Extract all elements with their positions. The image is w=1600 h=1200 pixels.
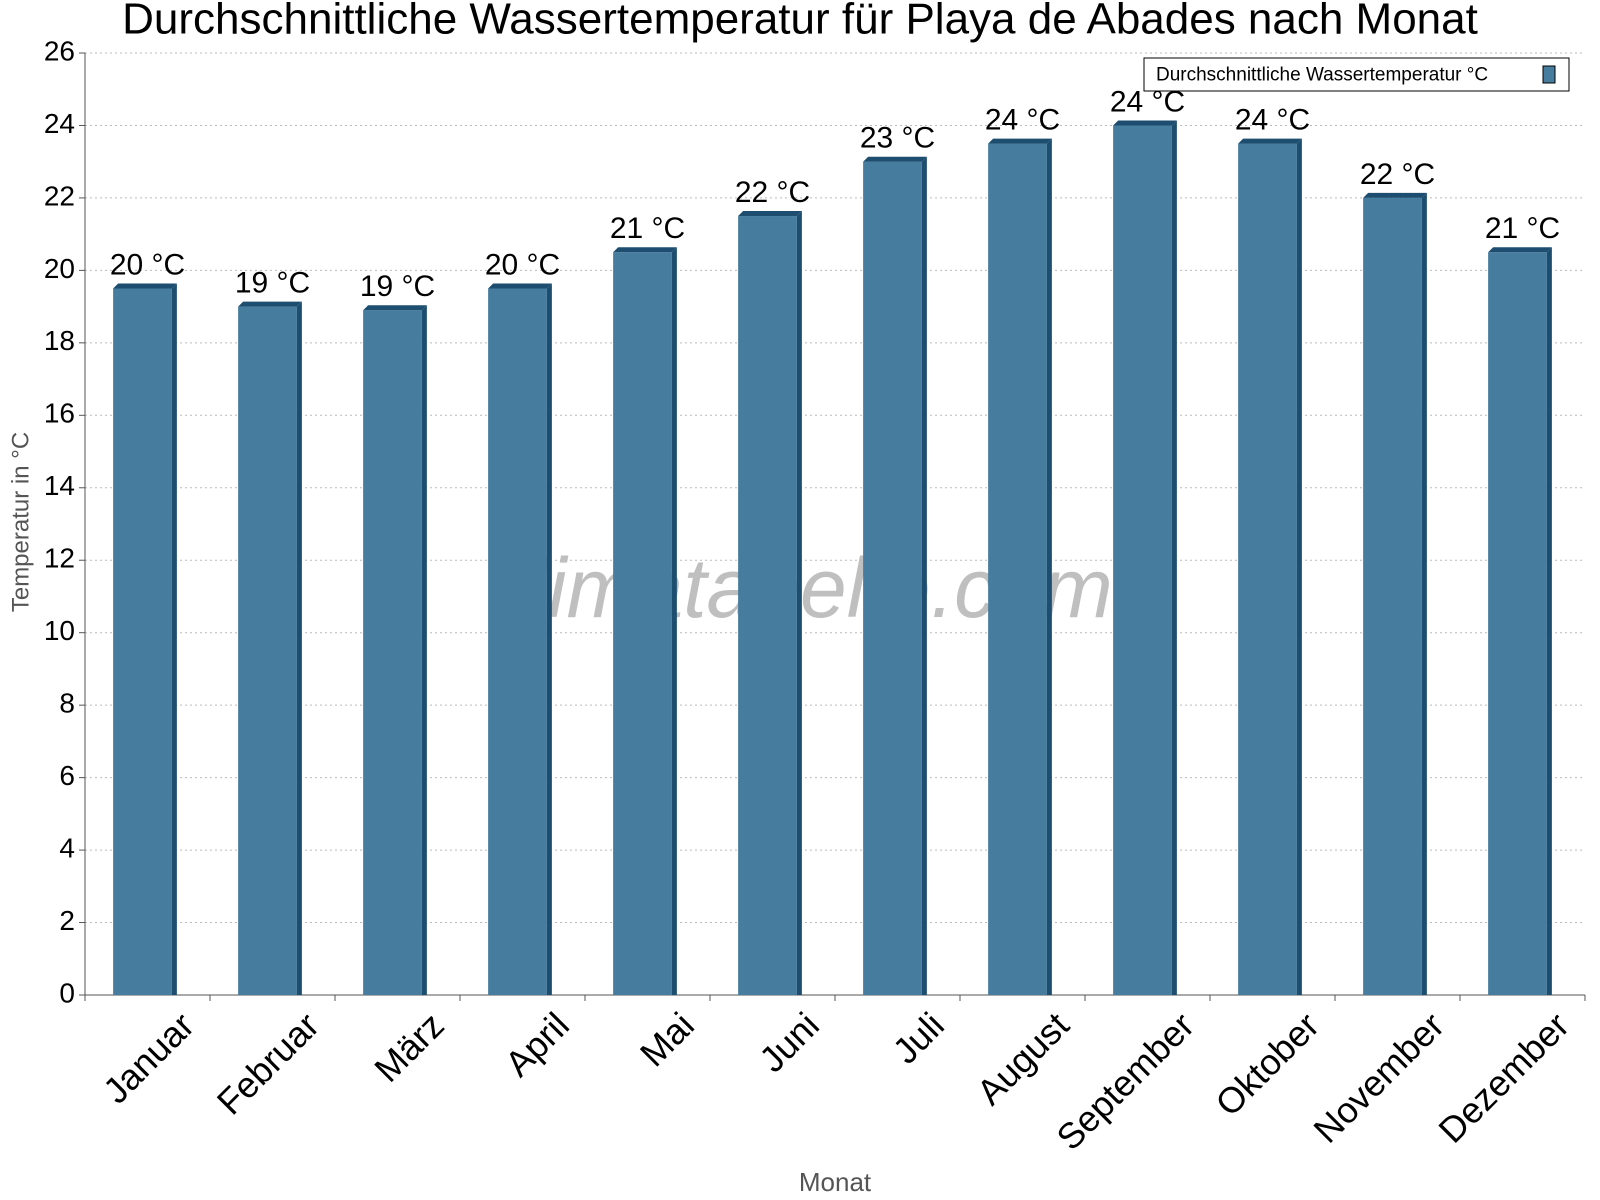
- x-tick-label: Mai: [632, 1004, 702, 1074]
- y-tick-label: 4: [59, 832, 75, 863]
- bar-group: [863, 156, 927, 995]
- legend-swatch: [1542, 65, 1556, 84]
- bar-group: [363, 305, 427, 995]
- bar-side: [1171, 120, 1177, 995]
- legend-label: Durchschnittliche Wassertemperatur °C: [1156, 65, 1488, 86]
- bar-group: [988, 138, 1052, 996]
- bar-group: [1113, 120, 1177, 995]
- bar: [238, 306, 297, 996]
- y-tick-label: 2: [59, 905, 75, 936]
- bar-group: [113, 283, 177, 995]
- x-axis-label: Monat: [799, 1167, 872, 1197]
- bar-group: [238, 301, 302, 996]
- x-tick-label: Januar: [95, 1004, 202, 1111]
- chart-title: Durchschnittliche Wassertemperatur für P…: [122, 0, 1478, 44]
- bar: [113, 288, 172, 995]
- bar-group: [1238, 138, 1302, 996]
- bar: [488, 288, 547, 995]
- data-label: 22 °C: [1360, 158, 1435, 191]
- data-label: 20 °C: [110, 248, 185, 281]
- bar-top: [1113, 120, 1177, 126]
- bar-top: [1238, 138, 1302, 144]
- y-axis-label: Temperatur in °C: [7, 432, 34, 612]
- bar: [988, 143, 1047, 996]
- bar: [363, 310, 422, 995]
- bar-top: [113, 283, 177, 289]
- bar-side: [921, 156, 927, 995]
- data-label: 19 °C: [360, 270, 435, 303]
- data-label: 23 °C: [860, 122, 935, 155]
- data-label: 19 °C: [235, 267, 310, 300]
- bar-top: [488, 283, 552, 289]
- y-tick-label: 20: [44, 253, 75, 284]
- bar-group: [738, 211, 802, 996]
- y-tick-label: 14: [44, 470, 75, 501]
- x-tick-label: März: [366, 1004, 452, 1090]
- bar-side: [421, 305, 427, 995]
- y-tick-label: 18: [44, 325, 75, 356]
- bar: [738, 216, 797, 996]
- bar: [1488, 252, 1547, 995]
- data-label: 22 °C: [735, 176, 810, 209]
- bar: [1113, 125, 1172, 995]
- bar-group: [488, 283, 552, 995]
- bar-top: [863, 156, 927, 162]
- x-tick-label: August: [969, 1004, 1077, 1112]
- bar-top: [613, 247, 677, 253]
- y-tick-label: 16: [44, 398, 75, 429]
- data-label: 21 °C: [1485, 212, 1560, 245]
- bar-group: [613, 247, 677, 995]
- bar-side: [796, 211, 802, 996]
- x-tick-label: Juni: [751, 1004, 827, 1080]
- bar-group: [1488, 247, 1552, 995]
- y-tick-label: 24: [44, 108, 75, 139]
- y-tick-label: 26: [44, 35, 75, 66]
- bar-side: [1296, 138, 1302, 996]
- bar-top: [363, 305, 427, 311]
- data-label: 24 °C: [1235, 103, 1310, 136]
- x-tick-label: September: [1048, 1004, 1202, 1158]
- bar: [1363, 197, 1422, 995]
- bar-side: [546, 283, 552, 995]
- data-label: 24 °C: [985, 103, 1060, 136]
- y-tick-label: 0: [59, 977, 75, 1008]
- bar-top: [1488, 247, 1552, 253]
- x-tick-label: November: [1305, 1004, 1451, 1150]
- y-tick-label: 6: [59, 760, 75, 791]
- bar: [613, 252, 672, 995]
- bar-side: [171, 283, 177, 995]
- bar: [1238, 143, 1297, 996]
- bar-side: [1546, 247, 1552, 995]
- bar: [863, 161, 922, 995]
- x-tick-label: Oktober: [1207, 1004, 1327, 1124]
- x-tick-label: Februar: [209, 1004, 327, 1122]
- bar-side: [1046, 138, 1052, 996]
- bar-side: [671, 247, 677, 995]
- bar-group: [1363, 192, 1427, 995]
- legend-box: [1143, 57, 1570, 92]
- data-label: 20 °C: [485, 248, 560, 281]
- y-tick-label: 12: [44, 543, 75, 574]
- bar-top: [238, 301, 302, 307]
- x-tick-label: Juli: [885, 1004, 952, 1071]
- bar-side: [296, 301, 302, 996]
- bar-top: [1363, 192, 1427, 198]
- bar-top: [988, 138, 1052, 144]
- y-tick-label: 10: [44, 615, 75, 646]
- x-tick-label: Dezember: [1430, 1004, 1576, 1150]
- data-label: 21 °C: [610, 212, 685, 245]
- x-tick-label: April: [497, 1004, 577, 1084]
- y-tick-label: 8: [59, 688, 75, 719]
- bar-top: [738, 211, 802, 217]
- bar-side: [1421, 192, 1427, 995]
- y-tick-label: 22: [44, 180, 75, 211]
